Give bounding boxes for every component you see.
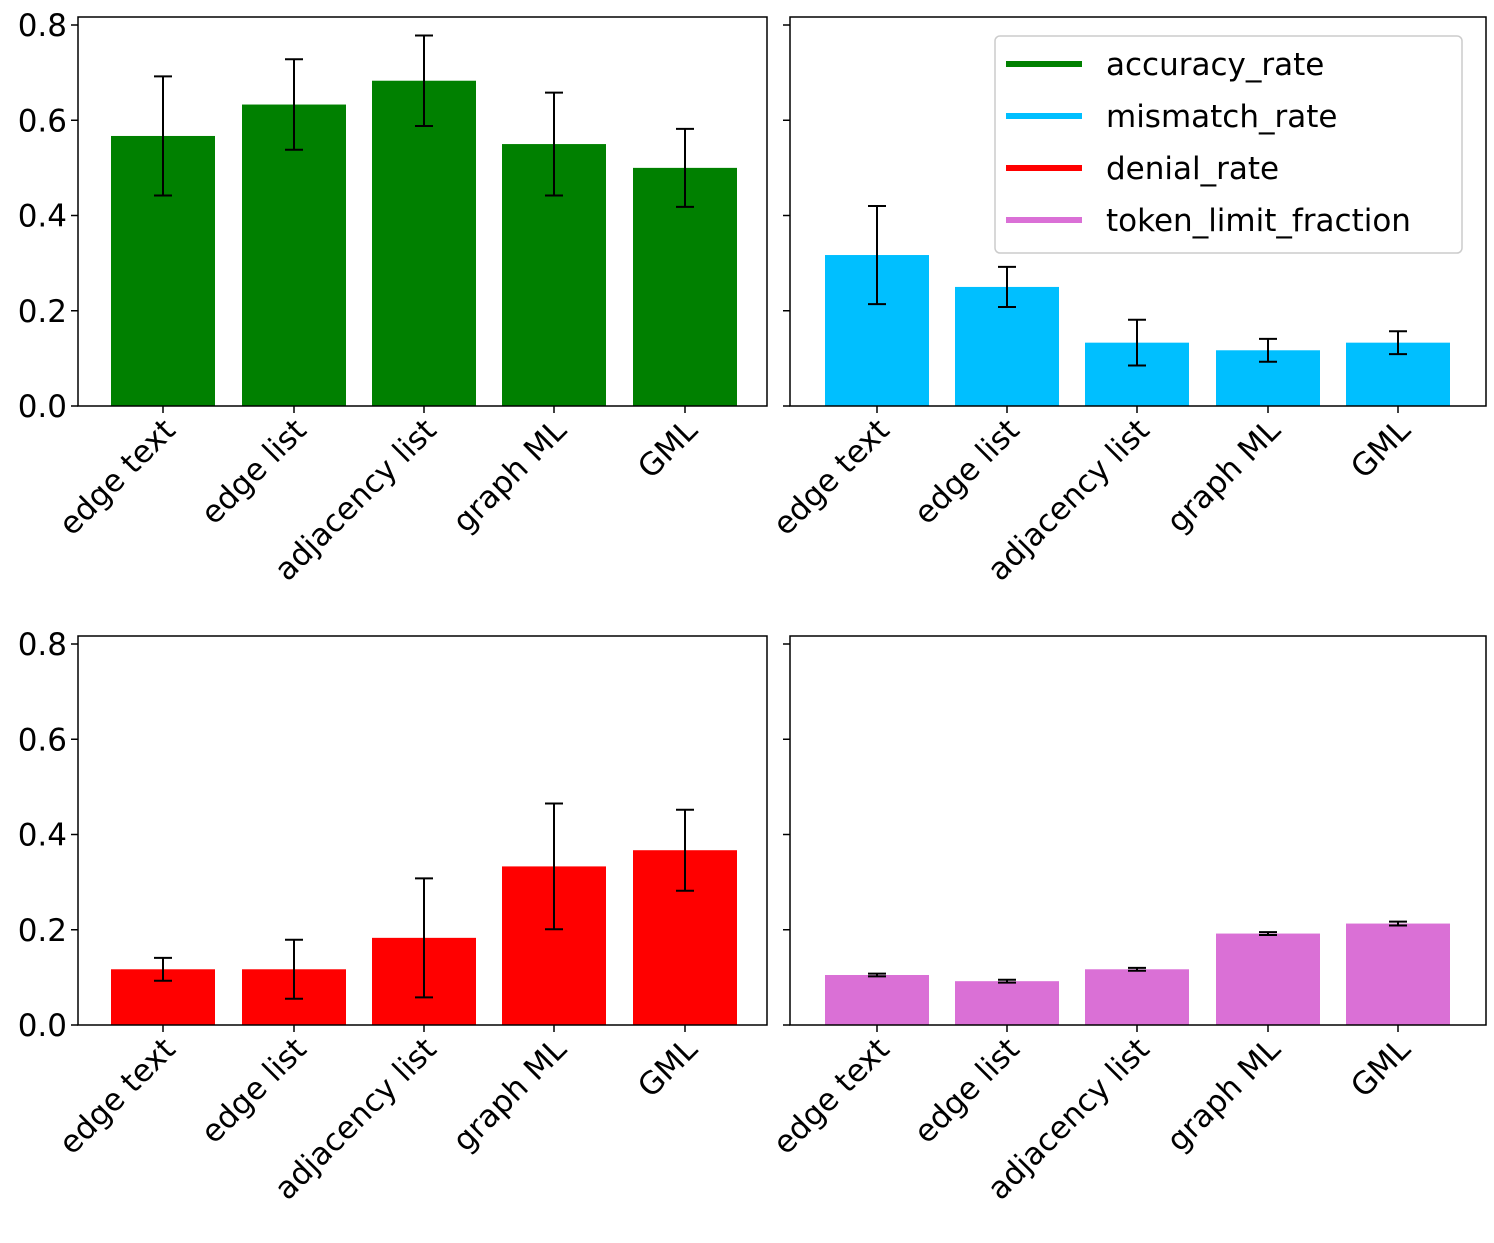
error-bar-token_limit_fraction-1 bbox=[998, 978, 1016, 984]
error-bar-mismatch_rate-4 bbox=[1389, 330, 1407, 356]
x-tick-label: edge list bbox=[907, 1031, 1026, 1150]
legend-label-accuracy_rate: accuracy_rate bbox=[1106, 47, 1324, 83]
x-tick-label: edge list bbox=[194, 412, 313, 531]
error-bar-denial_rate-4 bbox=[676, 808, 694, 892]
x-tick-label: GML bbox=[1344, 412, 1418, 486]
y-tick-label: 0.4 bbox=[18, 199, 67, 235]
y-tick-label: 0.4 bbox=[18, 818, 67, 854]
x-tick-label: edge text bbox=[52, 412, 182, 542]
error-bar-denial_rate-1 bbox=[285, 938, 303, 1000]
y-tick-label: 0.0 bbox=[18, 1008, 67, 1044]
y-tick-label: 0.2 bbox=[18, 913, 67, 949]
x-tick-label: edge text bbox=[766, 412, 896, 542]
x-tick-label: graph ML bbox=[446, 1031, 574, 1159]
error-bar-accuracy_rate-0 bbox=[154, 75, 172, 197]
y-tick-label: 0.6 bbox=[18, 103, 67, 139]
bar-token_limit_fraction-4 bbox=[1346, 923, 1450, 1025]
axes-frame bbox=[77, 635, 768, 1026]
y-tick-label: 0.8 bbox=[18, 8, 67, 44]
bar-accuracy_rate-1 bbox=[242, 104, 346, 406]
y-tick-label: 0.2 bbox=[18, 294, 67, 330]
axes-frame bbox=[77, 16, 768, 407]
axes-frame bbox=[789, 635, 1487, 1026]
x-tick-label: graph ML bbox=[446, 412, 574, 540]
legend-frame bbox=[994, 35, 1463, 254]
legend-label-token_limit_fraction: token_limit_fraction bbox=[1106, 203, 1411, 239]
error-bar-accuracy_rate-2 bbox=[415, 34, 433, 127]
x-tick-label: graph ML bbox=[1160, 1031, 1288, 1159]
axes-frame bbox=[789, 16, 1487, 407]
x-tick-label: graph ML bbox=[1160, 412, 1288, 540]
bar-token_limit_fraction-0 bbox=[825, 974, 929, 1025]
error-bar-token_limit_fraction-0 bbox=[868, 972, 886, 978]
error-bar-token_limit_fraction-4 bbox=[1389, 920, 1407, 927]
error-bar-accuracy_rate-4 bbox=[676, 127, 694, 208]
y-tick-label: 0.0 bbox=[18, 389, 67, 425]
error-bar-denial_rate-3 bbox=[545, 802, 563, 931]
x-tick-label: GML bbox=[1344, 1031, 1418, 1105]
x-tick-label: GML bbox=[631, 1031, 705, 1105]
bar-token_limit_fraction-1 bbox=[955, 981, 1059, 1025]
y-tick-label: 0.6 bbox=[18, 722, 67, 758]
error-bar-denial_rate-2 bbox=[415, 877, 433, 999]
bar-token_limit_fraction-2 bbox=[1085, 969, 1189, 1025]
x-tick-label: edge list bbox=[907, 412, 1026, 531]
error-bar-token_limit_fraction-2 bbox=[1128, 966, 1146, 972]
legend: accuracy_rate mismatch_rate denial_ratetok… bbox=[994, 35, 1463, 254]
error-bar-mismatch_rate-3 bbox=[1259, 337, 1277, 363]
legend-label-denial_rate: denial_rate bbox=[1106, 151, 1279, 187]
x-tick-label: GML bbox=[631, 412, 705, 486]
error-bar-mismatch_rate-1 bbox=[998, 265, 1016, 308]
y-tick-label: 0.8 bbox=[18, 627, 67, 663]
error-bar-token_limit_fraction-3 bbox=[1259, 931, 1277, 936]
legend-label-mismatch_rate: mismatch_rate bbox=[1106, 99, 1337, 135]
x-tick-label: edge text bbox=[52, 1031, 182, 1161]
error-bar-mismatch_rate-0 bbox=[868, 204, 886, 306]
error-bar-accuracy_rate-3 bbox=[545, 91, 563, 197]
error-bar-mismatch_rate-2 bbox=[1128, 318, 1146, 367]
bar-token_limit_fraction-3 bbox=[1216, 933, 1320, 1025]
error-bar-denial_rate-0 bbox=[154, 956, 172, 982]
error-bar-accuracy_rate-1 bbox=[285, 58, 303, 151]
bar-accuracy_rate-2 bbox=[372, 80, 476, 406]
x-tick-label: edge text bbox=[766, 1031, 896, 1161]
x-tick-label: edge list bbox=[194, 1031, 313, 1150]
